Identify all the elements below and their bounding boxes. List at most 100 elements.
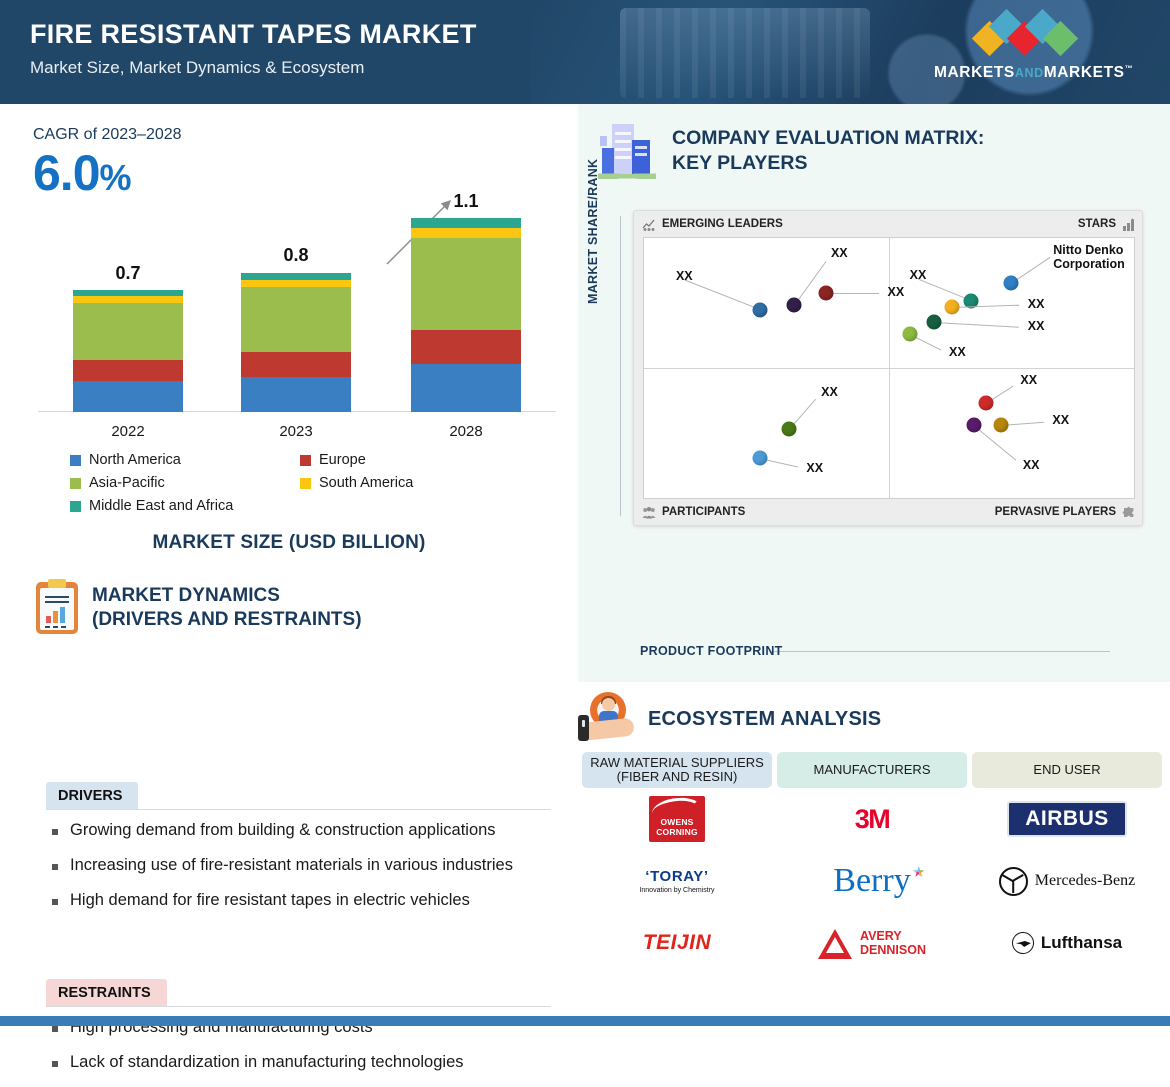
driver-item: Increasing use of fire-resistant materia…: [52, 855, 557, 877]
drivers-tab: DRIVERS: [46, 782, 139, 809]
matrix-y-axis-line: [620, 216, 621, 516]
bar-segment-middle-east-and-africa: [241, 272, 351, 280]
market-dynamics-title: MARKET DYNAMICS (DRIVERS AND RESTRAINTS): [92, 584, 362, 632]
logo-cell-airbus: AIRBUS: [972, 788, 1162, 850]
mercedes-star-icon: [998, 866, 1028, 896]
matrix-scatter-area: XX XX XX Nitto Denko Corporation XX XX XX XX XX X…: [643, 237, 1135, 499]
ecosystem-title: ECOSYSTEM ANALYSIS: [648, 707, 882, 730]
drivers-divider: [46, 809, 551, 810]
matrix-point-st-1[interactable]: [1003, 275, 1019, 291]
cagr-percent-sign: %: [99, 157, 132, 198]
bar-x-label-2022: 2022: [111, 423, 145, 440]
matrix-label-el-3: XX: [887, 285, 905, 300]
legend-item-north-america: North America: [70, 452, 300, 468]
quadrant-label-participants: PARTICIPANTS: [642, 506, 745, 519]
legend-item-asia-pacific: Asia-Pacific: [70, 475, 300, 491]
hand-holding-person-icon: [578, 692, 636, 746]
bullet-marker-icon: [52, 898, 58, 905]
matrix-point-el-2[interactable]: [786, 297, 802, 313]
matrix-point-st-2[interactable]: [963, 293, 979, 309]
driver-text: Growing demand from building & construct…: [70, 821, 496, 839]
quadrant-label-emerging-leaders: EMERGING LEADERS: [642, 218, 783, 231]
market-size-bar-chart: 0.7 2022 0.8 2023 1.1 2028: [33, 164, 561, 444]
legend-swatch: [70, 500, 81, 512]
matrix-point-el-1[interactable]: [752, 302, 768, 318]
legend-label: Europe: [319, 452, 366, 468]
ecosystem-col-header-manufacturers: MANUFACTURERS: [777, 752, 967, 788]
bar-segment-asia-pacific: [411, 238, 521, 331]
matrix-leader-line: [684, 279, 760, 311]
matrix-leader-line: [826, 293, 879, 295]
cagr-value: 6.0%: [33, 144, 132, 202]
bar-group-2022: [73, 289, 183, 412]
page-subtitle: Market Size, Market Dynamics & Ecosystem: [30, 58, 365, 77]
quadrant-text-participants: PARTICIPANTS: [662, 506, 746, 518]
mercedes-text: Mercedes-Benz: [1034, 872, 1136, 889]
matrix-point-st-5[interactable]: [902, 326, 918, 342]
matrix-point-st-3[interactable]: [944, 299, 959, 315]
restraints-divider: [46, 1006, 551, 1007]
restraints-tab: RESTRAINTS: [46, 979, 167, 1006]
logo-text-markets1: MARKETS: [934, 64, 1015, 82]
logo-cell-avery-dennison: AVERY DENNISON: [777, 912, 967, 974]
matrix-leader-line: [934, 321, 1019, 328]
bar-segment-north-america: [73, 381, 183, 412]
matrix-top-labels: EMERGING LEADERS STARS: [634, 213, 1144, 235]
matrix-label-pp-2: XX: [1022, 457, 1040, 472]
matrix-point-pp-1[interactable]: [978, 395, 994, 411]
quadrant-label-stars: STARS: [1078, 217, 1136, 231]
matrix-point-pa-1[interactable]: [781, 421, 797, 437]
lufthansa-text: Lufthansa: [1040, 933, 1123, 952]
matrix-point-pp-3[interactable]: [993, 417, 1009, 433]
logo-text-and: AND: [1014, 66, 1044, 81]
cagr-number: 6.0: [33, 145, 101, 201]
matrix-bottom-labels: PARTICIPANTS PERVASIVE PLAYERS: [634, 501, 1144, 523]
restraint-item: Lack of standardization in manufacturing…: [52, 1052, 557, 1074]
logo-cell-berry: Berry: [777, 850, 967, 912]
matrix-point-pp-2[interactable]: [966, 417, 982, 433]
bar-segment-middle-east-and-africa: [411, 218, 521, 229]
ecosystem-analysis-panel: ECOSYSTEM ANALYSIS RAW MATERIAL SUPPLIER…: [578, 682, 1170, 1004]
driver-item: Growing demand from building & construct…: [52, 820, 557, 842]
matrix-title: COMPANY EVALUATION MATRIX: KEY PLAYERS: [672, 122, 984, 176]
matrix-label-pa-2: XX: [806, 460, 824, 475]
matrix-x-axis-line: [770, 651, 1110, 652]
driver-text: High demand for fire resistant tapes in …: [70, 890, 470, 909]
avery-triangle-icon: [818, 927, 852, 959]
matrix-point-st-4[interactable]: [926, 314, 942, 330]
mercedes-benz-logo: Mercedes-Benz: [998, 866, 1136, 896]
airbus-logo: AIRBUS: [1007, 801, 1127, 837]
footer-bar: [0, 1016, 1170, 1026]
brand-logo: MARKETSANDMARKETS™: [934, 8, 1133, 86]
berry-text: Berry: [833, 862, 911, 899]
matrix-point-pa-2[interactable]: [752, 450, 768, 466]
toray-tagline: Innovation by Chemistry: [639, 887, 715, 894]
bullet-marker-icon: [52, 863, 58, 870]
bullet-marker-icon: [52, 1026, 58, 1032]
matrix-header: COMPANY EVALUATION MATRIX: KEY PLAYERS: [598, 122, 984, 180]
toray-name: ‘TORAY’: [645, 868, 709, 885]
logo-cell-teijin: TEIJIN: [582, 912, 772, 974]
matrix-label-pa-1: XX: [821, 384, 838, 399]
bar-segment-asia-pacific: [73, 302, 183, 360]
matrix-leader-line: [972, 425, 1016, 461]
matrix-label-pp-1: XX: [1020, 372, 1038, 387]
owens-line1: OWENS: [660, 817, 694, 827]
left-panel: CAGR of 2023–2028 6.0% 0.7 2022 0.8 2023 1.1…: [0, 104, 578, 1071]
page-header: FIRE RESISTANT TAPES MARKET Market Size,…: [0, 0, 1170, 104]
quadrant-text-pervasive-players: PERVASIVE PLAYERS: [994, 506, 1116, 518]
logo-cell-3m: 3M: [777, 788, 967, 850]
ecosystem-header: ECOSYSTEM ANALYSIS: [578, 692, 881, 746]
company-evaluation-matrix-panel: COMPANY EVALUATION MATRIX: KEY PLAYERS M…: [578, 104, 1170, 682]
quadrant-label-pervasive-players: PERVASIVE PLAYERS: [995, 506, 1136, 519]
legend-item-europe: Europe: [300, 452, 530, 468]
bar-segment-europe: [241, 352, 351, 378]
page-title: FIRE RESISTANT TAPES MARKET: [30, 19, 477, 49]
matrix-point-el-3[interactable]: [818, 285, 834, 301]
stacked-bar: [241, 272, 351, 412]
legend-swatch: [300, 477, 311, 489]
lufthansa-crane-icon: [1011, 932, 1034, 954]
quadrant-text-emerging-leaders: EMERGING LEADERS: [662, 218, 783, 230]
toray-logo: ‘TORAY’ Innovation by Chemistry: [639, 868, 714, 894]
bar-segment-south-america: [73, 296, 183, 303]
